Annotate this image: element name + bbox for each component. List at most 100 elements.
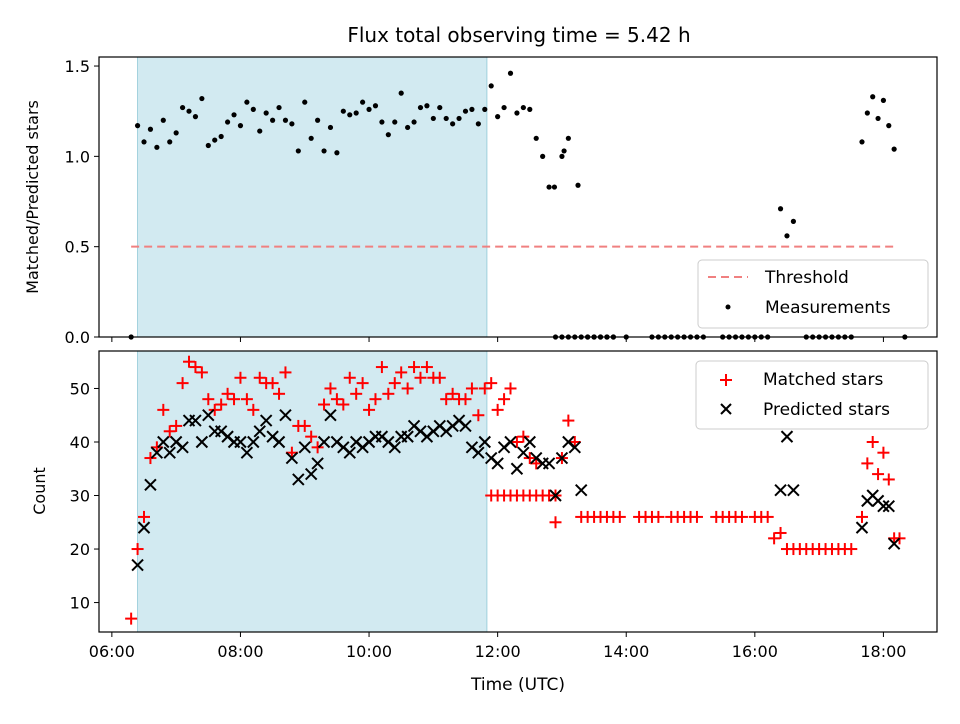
matched-star-point: [510, 435, 523, 448]
matched-star-point: [363, 403, 376, 416]
matched-star-point: [872, 468, 885, 481]
matched-star-point: [459, 393, 472, 406]
measurement-point: [308, 135, 314, 141]
matched-star-point: [253, 371, 266, 384]
x-tick-label: 18:00: [860, 642, 906, 661]
shaded-region: [137, 56, 488, 338]
matched-star-point: [170, 419, 183, 432]
predicted-star-point: [131, 558, 144, 572]
matched-star-point: [330, 393, 343, 406]
shaded-region: [137, 350, 488, 633]
predicted-star-point: [887, 537, 901, 550]
matched-star-point: [163, 425, 176, 438]
predicted-star-point: [311, 457, 324, 470]
y-tick-label: 50: [70, 379, 90, 398]
measurement-point: [347, 112, 353, 118]
measurement-point: [160, 117, 166, 123]
bottom-legend-box: [695, 360, 929, 430]
measurement-point: [315, 117, 321, 123]
matched-star-point: [465, 382, 478, 395]
measurement-point: [398, 90, 404, 96]
predicted-star-point: [542, 457, 556, 470]
matched-star-point: [401, 382, 414, 395]
measurement-point: [462, 108, 469, 114]
matched-star-point: [311, 441, 324, 454]
x-tick-label: 06:00: [89, 642, 135, 661]
y-tick-label: 40: [70, 433, 90, 452]
predicted-star-point: [459, 419, 472, 433]
matched-star-point: [388, 377, 401, 390]
predicted-star-point: [491, 457, 504, 470]
predicted-star-point: [324, 409, 337, 422]
predicted-star-point: [292, 473, 305, 486]
measurement-point: [430, 115, 436, 122]
predicted-star-point: [163, 446, 176, 459]
measurement-point: [540, 153, 546, 159]
measurement-point: [520, 104, 526, 111]
measurement-point: [173, 130, 179, 136]
matched-star-point: [478, 382, 491, 395]
x-tick-label: 12:00: [475, 642, 521, 661]
matched-star-point: [131, 543, 144, 556]
matched-star-point: [157, 403, 170, 416]
measurement-point: [561, 148, 567, 154]
measurement-point: [784, 233, 790, 239]
measurement-point: [270, 117, 276, 123]
count-points: [125, 355, 906, 625]
predicted-star-point: [234, 435, 247, 449]
measurement-point: [575, 182, 581, 188]
predicted-star-point: [247, 435, 260, 449]
measurement-point: [559, 153, 565, 159]
measurement-point: [154, 144, 160, 150]
matched-star-point: [279, 366, 292, 379]
predicted-star-point: [510, 462, 524, 475]
matched-star-point: [498, 393, 511, 406]
matched-star-point: [768, 532, 781, 545]
matched-star-point: [189, 361, 202, 374]
measurement-point: [424, 103, 430, 109]
matched-star-point: [228, 393, 241, 406]
measurement-point: [379, 119, 385, 125]
matched-star-point: [369, 393, 382, 406]
matched-star-point: [208, 403, 221, 416]
measurement-point: [179, 104, 186, 111]
measurement-point: [880, 97, 887, 103]
matched-star-point: [395, 366, 408, 379]
top-axes-frame: [98, 56, 938, 338]
matched-star-point: [138, 510, 151, 523]
measurement-point: [443, 115, 449, 122]
predicted-star-point: [144, 478, 157, 492]
matched-star-point: [215, 398, 228, 411]
measurement-point: [488, 83, 494, 89]
measurement-point: [475, 121, 481, 127]
matched-star-point: [517, 430, 530, 443]
matched-star-point: [440, 393, 453, 406]
bottom-axes-frame: [98, 350, 938, 633]
measurement-point: [565, 135, 571, 141]
matched-star-point: [504, 382, 517, 395]
matched-star-point: [343, 371, 356, 384]
predicted-star-point: [259, 414, 273, 427]
matched-star-point: [523, 452, 536, 465]
matched-star-point: [446, 387, 459, 400]
predicted-star-point: [253, 425, 266, 438]
predicted-star-point: [240, 446, 254, 459]
predicted-star-point: [401, 430, 414, 443]
measurement-point: [327, 124, 334, 131]
predicted-star-point: [388, 441, 401, 454]
x-tick-label: 14:00: [603, 642, 649, 661]
predicted-star-point: [568, 441, 582, 454]
measurement-point: [546, 184, 552, 190]
predicted-star-point: [555, 451, 569, 465]
measurement-point: [495, 114, 501, 120]
matched-star-point: [202, 393, 215, 406]
predicted-star-point: [157, 435, 170, 449]
predicted-star-point: [787, 483, 800, 497]
measurement-point: [212, 137, 218, 143]
top-panel: 0.0 0.5 1.0 1.5 Matched/Predicted stars Thr…: [23, 56, 938, 347]
top-y-axis-label: Matched/Predicted stars: [23, 100, 42, 294]
measurement-point: [199, 95, 205, 102]
measurement-point: [875, 115, 881, 122]
predicted-star-point: [150, 446, 164, 459]
